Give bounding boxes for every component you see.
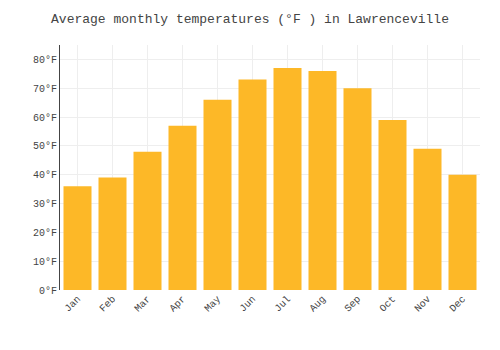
- svg-text:Jan: Jan: [63, 294, 84, 315]
- svg-text:Feb: Feb: [98, 294, 119, 315]
- svg-text:30°F: 30°F: [33, 199, 57, 210]
- svg-text:Sep: Sep: [343, 294, 364, 315]
- svg-text:Average monthly temperatures (: Average monthly temperatures (°F ) in La…: [51, 12, 449, 27]
- svg-text:50°F: 50°F: [33, 141, 57, 152]
- svg-text:60°F: 60°F: [33, 113, 57, 124]
- svg-text:Aug: Aug: [308, 294, 329, 315]
- svg-text:Apr: Apr: [168, 294, 189, 315]
- svg-text:0°F: 0°F: [39, 286, 57, 297]
- svg-text:May: May: [203, 294, 224, 315]
- svg-text:70°F: 70°F: [33, 84, 57, 95]
- svg-text:10°F: 10°F: [33, 257, 57, 268]
- svg-text:80°F: 80°F: [33, 55, 57, 66]
- svg-text:Nov: Nov: [413, 294, 434, 315]
- svg-text:Dec: Dec: [448, 294, 469, 315]
- svg-text:40°F: 40°F: [33, 170, 57, 181]
- svg-text:20°F: 20°F: [33, 228, 57, 239]
- svg-text:Jun: Jun: [238, 294, 259, 315]
- svg-text:Jul: Jul: [273, 294, 294, 315]
- svg-text:Oct: Oct: [378, 294, 399, 315]
- svg-text:Mar: Mar: [133, 294, 154, 315]
